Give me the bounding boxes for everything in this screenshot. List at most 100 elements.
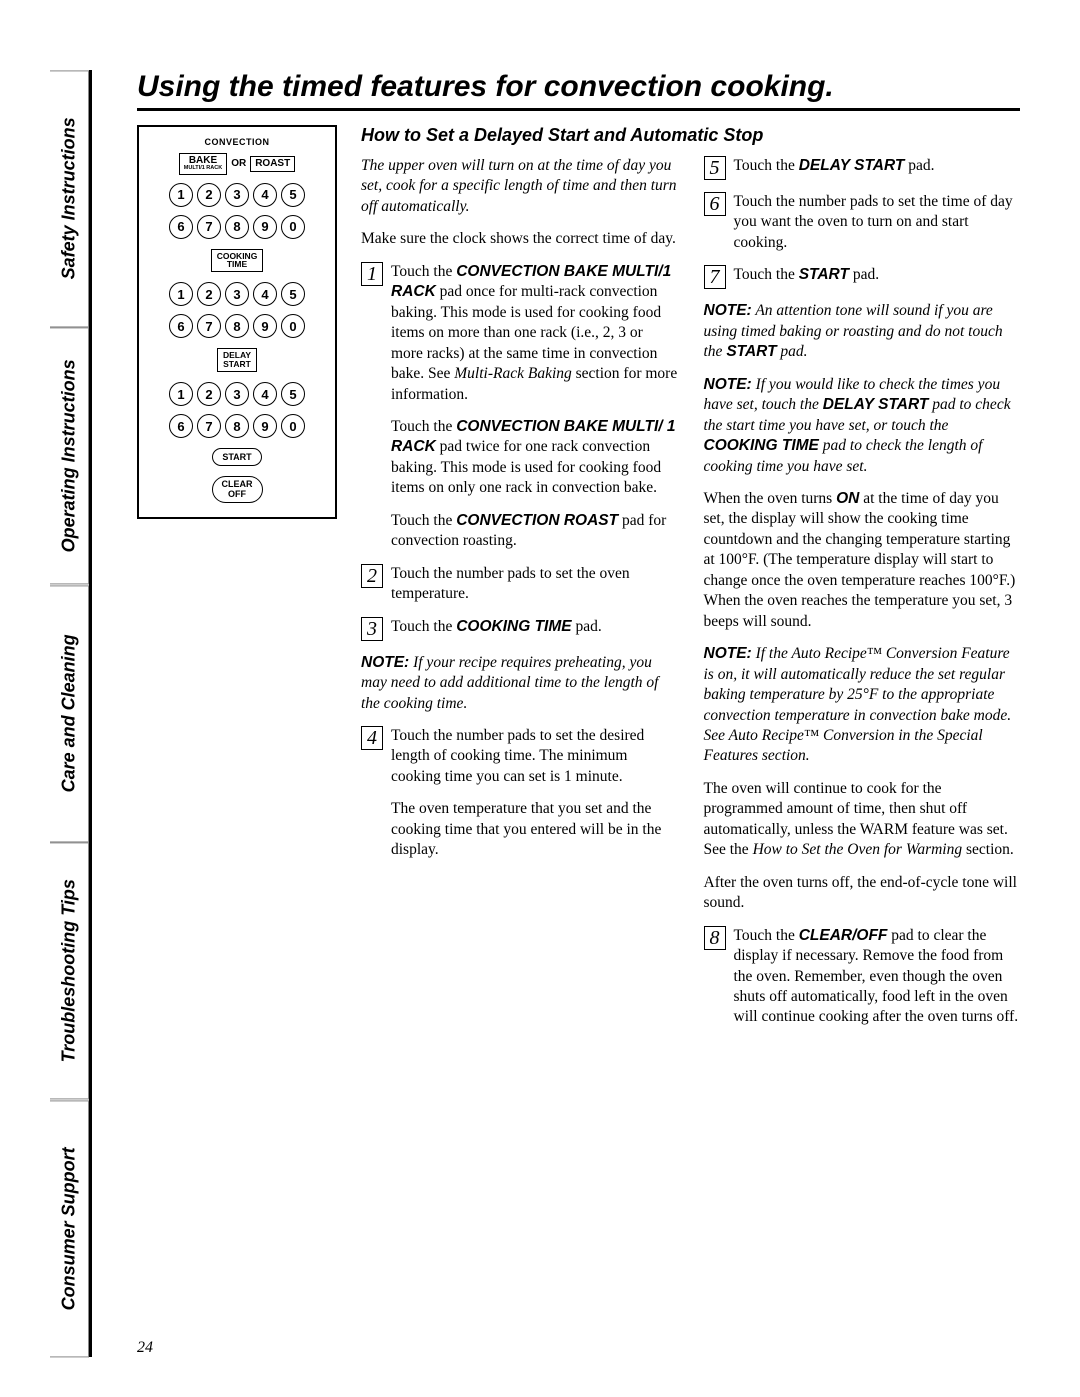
step-num-1: 1 (361, 262, 383, 286)
key-3: 3 (225, 183, 249, 207)
note-preheat: NOTE: If your recipe requires preheating… (361, 653, 678, 714)
key-8: 8 (225, 215, 249, 239)
step-7: 7 Touch the START pad. (704, 265, 1021, 289)
key-4b: 4 (253, 282, 277, 306)
key-5c: 5 (281, 382, 305, 406)
step-4b: The oven temperature that you set and th… (391, 799, 678, 860)
intro-italic: The upper oven will turn on at the time … (361, 156, 678, 217)
s1c-pre: Touch the (391, 512, 456, 529)
main-content: Using the timed features for convection … (92, 70, 1020, 1357)
key-1c: 1 (169, 382, 193, 406)
step-num-4: 4 (361, 726, 383, 750)
clear-off-pad: CLEAR OFF (212, 476, 263, 503)
step-num-5: 5 (704, 156, 726, 180)
step-1c: Touch the CONVECTION ROAST pad for conve… (391, 511, 678, 552)
keypad-row-1b: 6 7 8 9 0 (169, 215, 305, 239)
step-8-body: Touch the CLEAR/OFF pad to clear the dis… (734, 926, 1021, 1028)
keypad-row-2a: 1 2 3 4 5 (169, 282, 305, 306)
note1-lead: NOTE: (361, 654, 409, 671)
key-7c: 7 (197, 414, 221, 438)
step-8: 8 Touch the CLEAR/OFF pad to clear the d… (704, 926, 1021, 1028)
keypad-row-1a: 1 2 3 4 5 (169, 183, 305, 207)
s7-bold: START (799, 266, 849, 283)
col-left: The upper oven will turn on at the time … (361, 156, 678, 1040)
key-3b: 3 (225, 282, 249, 306)
key-5b: 5 (281, 282, 305, 306)
para-continue: The oven will continue to cook for the p… (704, 779, 1021, 861)
tab-care: Care and Cleaning (50, 585, 89, 842)
keypad-row-3a: 1 2 3 4 5 (169, 382, 305, 406)
tab-support: Consumer Support (50, 1100, 89, 1357)
step-3-body: Touch the COOKING TIME pad. (391, 617, 678, 641)
page: Safety Instructions Operating Instructio… (50, 70, 1020, 1357)
note-auto-recipe: NOTE: If the Auto Recipe™ Conversion Fea… (704, 644, 1021, 767)
side-tabs: Safety Instructions Operating Instructio… (50, 70, 92, 1357)
s1c-bold: CONVECTION ROAST (456, 512, 618, 529)
s1b-pre: Touch the (391, 418, 456, 435)
step-num-3: 3 (361, 617, 383, 641)
or-text: OR (231, 158, 246, 169)
content-row: CONVECTION BAKE MULTI/1 RACK OR ROAST 1 … (137, 125, 1020, 1339)
cooking-time-text: COOKING TIME (217, 252, 258, 270)
step-num-2: 2 (361, 564, 383, 588)
key-2c: 2 (197, 382, 221, 406)
s3-pre: Touch the (391, 618, 456, 635)
note3-lead: NOTE: (704, 376, 752, 393)
key-6: 6 (169, 215, 193, 239)
key-9b: 9 (253, 314, 277, 338)
key-0c: 0 (281, 414, 305, 438)
step-num-8: 8 (704, 926, 726, 950)
section-title: How to Set a Delayed Start and Automatic… (361, 125, 1020, 146)
s7-post: pad. (849, 266, 879, 283)
note4-lead: NOTE: (704, 645, 752, 662)
key-6b: 6 (169, 314, 193, 338)
s8-bold: CLEAR/OFF (799, 927, 888, 944)
p-on-c: at the time of day you set, the display … (704, 490, 1016, 630)
start-pad: START (212, 448, 261, 466)
roast-pad: ROAST (250, 156, 295, 172)
step-6-body: Touch the number pads to set the time of… (734, 192, 1021, 253)
key-9: 9 (253, 215, 277, 239)
tab-troubleshooting: Troubleshooting Tips (50, 842, 89, 1099)
step-5-body: Touch the DELAY START pad. (734, 156, 1021, 180)
tab-operating: Operating Instructions (50, 327, 89, 584)
clock-note: Make sure the clock shows the correct ti… (361, 229, 678, 249)
control-panel-diagram: CONVECTION BAKE MULTI/1 RACK OR ROAST 1 … (137, 125, 337, 1339)
cooking-time-pad: COOKING TIME (211, 249, 264, 273)
key-1: 1 (169, 183, 193, 207)
step-3: 3 Touch the COOKING TIME pad. (361, 617, 678, 641)
key-5: 5 (281, 183, 305, 207)
s5-bold: DELAY START (799, 157, 905, 174)
key-2b: 2 (197, 282, 221, 306)
s3-post: pad. (572, 618, 602, 635)
step-6: 6 Touch the number pads to set the time … (704, 192, 1021, 253)
s5-post: pad. (904, 157, 934, 174)
key-4c: 4 (253, 382, 277, 406)
key-2: 2 (197, 183, 221, 207)
keypad-row-2b: 6 7 8 9 0 (169, 314, 305, 338)
convection-label: CONVECTION (204, 137, 269, 147)
s5-pre: Touch the (734, 157, 799, 174)
delay-start-pad: DELAY START (217, 348, 257, 372)
tab-safety: Safety Instructions (50, 70, 89, 327)
note3-b2: COOKING TIME (704, 437, 819, 454)
note2-lead: NOTE: (704, 302, 752, 319)
panel-box: CONVECTION BAKE MULTI/1 RACK OR ROAST 1 … (137, 125, 337, 519)
key-4: 4 (253, 183, 277, 207)
key-7: 7 (197, 215, 221, 239)
step-4: 4 Touch the number pads to set the desir… (361, 726, 678, 787)
key-8b: 8 (225, 314, 249, 338)
step-4-body: Touch the number pads to set the desired… (391, 726, 678, 787)
bake-sub: MULTI/1 RACK (184, 166, 222, 172)
step-1b: Touch the CONVECTION BAKE MULTI/ 1 RACK … (391, 417, 678, 499)
bake-pad: BAKE MULTI/1 RACK (179, 153, 227, 175)
p-cont-b: section. (962, 841, 1014, 858)
step-5: 5 Touch the DELAY START pad. (704, 156, 1021, 180)
note2-c: pad. (777, 343, 808, 360)
note2-b: START (726, 343, 776, 360)
s3-bold: COOKING TIME (456, 618, 571, 635)
step-num-6: 6 (704, 192, 726, 216)
delay-start-text: DELAY START (223, 351, 251, 369)
step-num-7: 7 (704, 265, 726, 289)
instruction-text: How to Set a Delayed Start and Automatic… (361, 125, 1020, 1339)
